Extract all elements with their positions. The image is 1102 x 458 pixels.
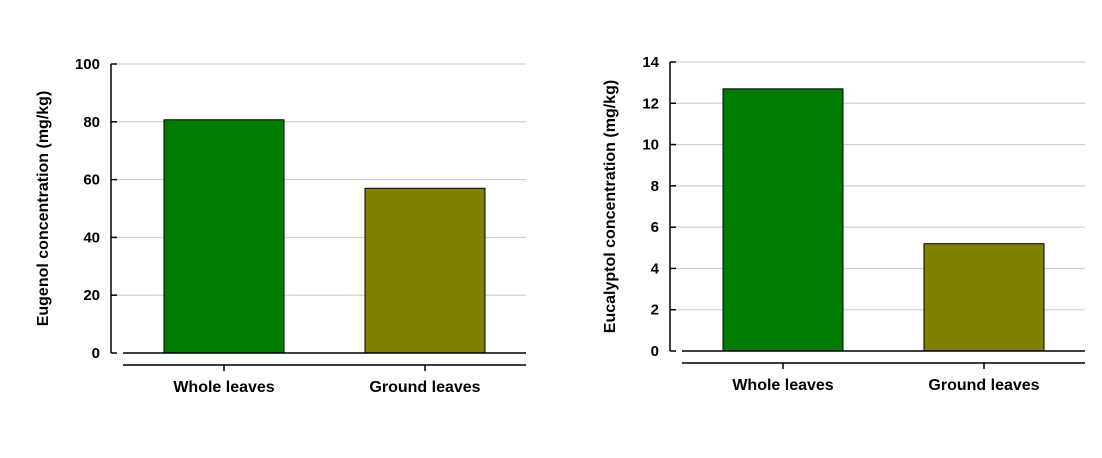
y-tick-label: 100 (75, 56, 100, 73)
y-tick-label: 2 (651, 302, 659, 319)
y-tick-label: 14 (642, 54, 659, 71)
x-tick-label: Whole leaves (732, 377, 833, 394)
y-tick-label: 60 (83, 172, 100, 189)
y-tick-label: 20 (83, 287, 100, 304)
y-tick-label: 0 (92, 345, 100, 362)
bar-whole-leaves (163, 119, 285, 354)
y-tick-label: 4 (651, 260, 660, 277)
x-tick-label: Ground leaves (928, 377, 1039, 394)
eugenol-chart: 0 20 40 60 80 100 Whole leaves Ground leaves Eug… (35, 56, 526, 396)
y-tick-label: 10 (642, 137, 659, 154)
y-tick-label: 40 (83, 229, 100, 246)
bar-whole-leaves (722, 88, 844, 352)
bar-ground-leaves (364, 187, 486, 354)
x-tick-label: Whole leaves (173, 379, 274, 396)
y-tick-label: 0 (651, 343, 659, 360)
y-tick-label: 6 (651, 219, 659, 236)
y-tick-label: 8 (651, 178, 659, 195)
y-tick-label: 80 (83, 114, 100, 131)
bar-ground-leaves (923, 243, 1045, 352)
x-tick-label: Ground leaves (369, 379, 480, 396)
y-axis-title: Eugenol concentration (mg/kg) (35, 91, 52, 327)
y-axis-title: Eucalyptol concentration (mg/kg) (602, 80, 619, 333)
y-tick-label: 12 (642, 95, 659, 112)
eucalyptol-chart: 0 2 4 6 8 10 12 14 Whole leaves Ground leaves Euca… (602, 54, 1085, 394)
